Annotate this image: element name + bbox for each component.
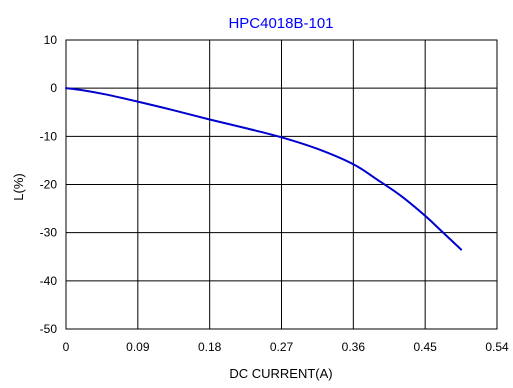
series-line	[65, 87, 463, 251]
y-tick-label: -30	[40, 226, 58, 240]
x-tick-labels: 0 0.09 0.18 0.27 0.36 0.45 0.54	[63, 340, 509, 354]
x-tick-label: 0.18	[198, 340, 222, 354]
x-tick-label: 0.45	[413, 340, 437, 354]
x-tick-label: 0.27	[270, 340, 294, 354]
y-tick-label: -50	[40, 322, 58, 336]
gridlines	[65, 39, 498, 330]
y-tick-label: 10	[44, 33, 58, 47]
x-tick-label: 0	[63, 340, 70, 354]
y-tick-label: -10	[40, 129, 58, 143]
y-axis-label: L(%)	[11, 173, 26, 200]
y-tick-labels: 10 0 -10 -20 -30 -40 -50	[40, 33, 58, 336]
series-layer	[65, 87, 463, 251]
y-tick-label: -20	[40, 178, 58, 192]
chart-title: HPC4018B-101	[228, 15, 333, 32]
y-tick-label: 0	[50, 81, 57, 95]
x-axis-label: DC CURRENT(A)	[229, 366, 332, 381]
y-tick-label: -40	[40, 274, 58, 288]
x-tick-label: 0.36	[342, 340, 366, 354]
x-tick-label: 0.54	[485, 340, 509, 354]
plot-frame	[65, 39, 498, 330]
x-tick-label: 0.09	[126, 340, 150, 354]
